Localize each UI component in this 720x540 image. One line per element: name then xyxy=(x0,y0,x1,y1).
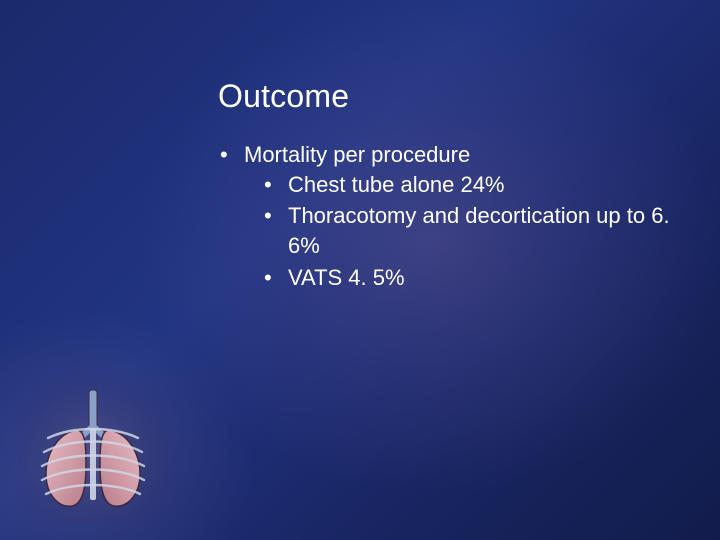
bullet-l2-item: Thoracotomy and decortication up to 6. 6… xyxy=(244,201,680,260)
slide-body: Mortality per procedure Chest tube alone… xyxy=(218,140,680,294)
slide: Outcome Mortality per procedure Chest tu… xyxy=(0,0,720,540)
bullet-l1-text: Mortality per procedure xyxy=(244,142,470,167)
bullet-l1-item: Mortality per procedure Chest tube alone… xyxy=(218,140,680,292)
bullet-l2-text: VATS 4. 5% xyxy=(288,265,405,290)
slide-title: Outcome xyxy=(218,78,349,115)
bullet-l2-item: VATS 4. 5% xyxy=(244,263,680,293)
bullet-list-level1: Mortality per procedure Chest tube alone… xyxy=(218,140,680,292)
bullet-l2-text: Thoracotomy and decortication up to 6. 6… xyxy=(288,203,670,258)
bullet-l2-item: Chest tube alone 24% xyxy=(244,170,680,200)
lungs-ribcage-icon xyxy=(18,372,168,522)
bullet-list-level2: Chest tube alone 24% Thoracotomy and dec… xyxy=(244,170,680,293)
bullet-l2-text: Chest tube alone 24% xyxy=(288,172,505,197)
